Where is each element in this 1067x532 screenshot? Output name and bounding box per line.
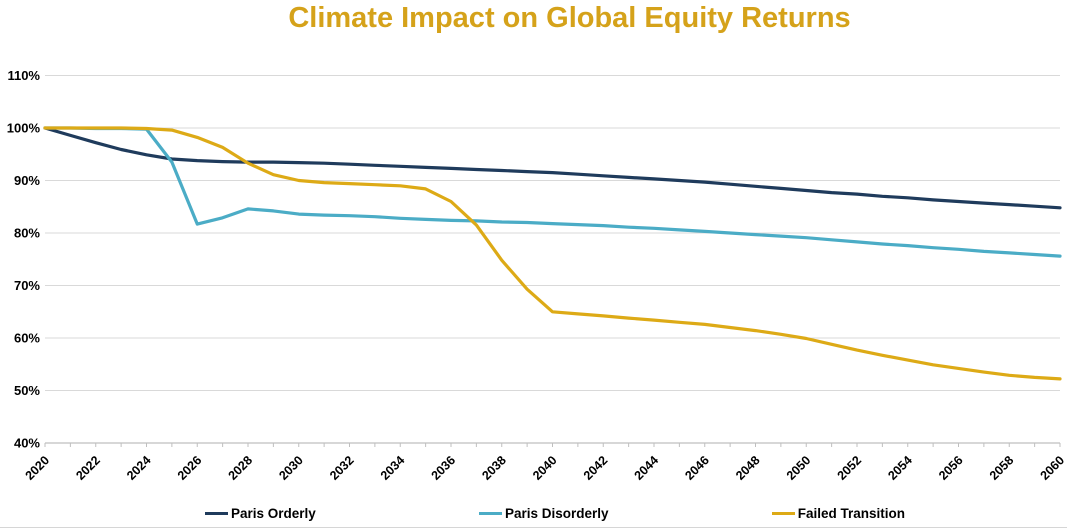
x-axis-label: 2044 [632,453,662,483]
x-axis-label: 2036 [429,453,459,483]
x-axis-label: 2028 [226,453,256,483]
y-axis-label: 90% [14,173,40,188]
x-axis-label: 2060 [1038,453,1067,483]
y-axis-label: 70% [14,278,40,293]
x-axis-label: 2026 [175,453,205,483]
x-axis-label: 2046 [682,453,712,483]
series-line-paris-orderly [43,126,1062,210]
legend-label-failed-transition: Failed Transition [797,506,905,521]
x-axis-label: 2020 [23,453,53,483]
y-axis-label: 60% [14,331,40,346]
x-axis-label: 2050 [784,453,814,483]
y-axis-label: 110% [7,68,40,83]
x-axis-label: 2030 [276,453,306,483]
chart-legend: Paris Orderly Paris Disorderly Failed Tr… [205,506,905,521]
legend-marker-paris-orderly [205,511,228,516]
y-axis-label: 80% [14,226,40,241]
series-line-failed-transition [43,126,1062,381]
x-axis-label: 2024 [124,453,154,483]
x-axis-label: 2054 [885,453,915,483]
legend-label-paris-disorderly: Paris Disorderly [504,506,609,521]
y-axis-label: 50% [14,383,40,398]
x-axis-label: 2032 [327,453,357,483]
legend-item-paris-orderly: Paris Orderly [205,506,316,521]
series-line-paris-disorderly [43,126,1062,258]
x-axis-label: 2052 [835,453,865,483]
y-axis-label: 100% [7,121,41,136]
legend-marker-failed-transition [771,511,795,516]
legend-item-paris-disorderly: Paris Disorderly [478,506,609,521]
x-axis-label: 2038 [479,453,509,483]
y-axis-label: 40% [14,436,40,451]
x-axis-label: 2042 [581,453,611,483]
x-axis-label: 2058 [987,453,1017,483]
legend-item-failed-transition: Failed Transition [771,506,905,521]
legend-marker-paris-disorderly [478,511,502,516]
x-axis-label: 2056 [936,453,966,483]
chart-title: Climate Impact on Global Equity Returns [288,2,851,34]
x-axis-label: 2040 [530,453,560,483]
x-axis-label: 2034 [378,453,408,483]
x-axis-label: 2022 [73,453,103,483]
x-axis-label: 2048 [733,453,763,483]
bottom-divider [0,527,1067,528]
legend-label-paris-orderly: Paris Orderly [231,506,316,521]
